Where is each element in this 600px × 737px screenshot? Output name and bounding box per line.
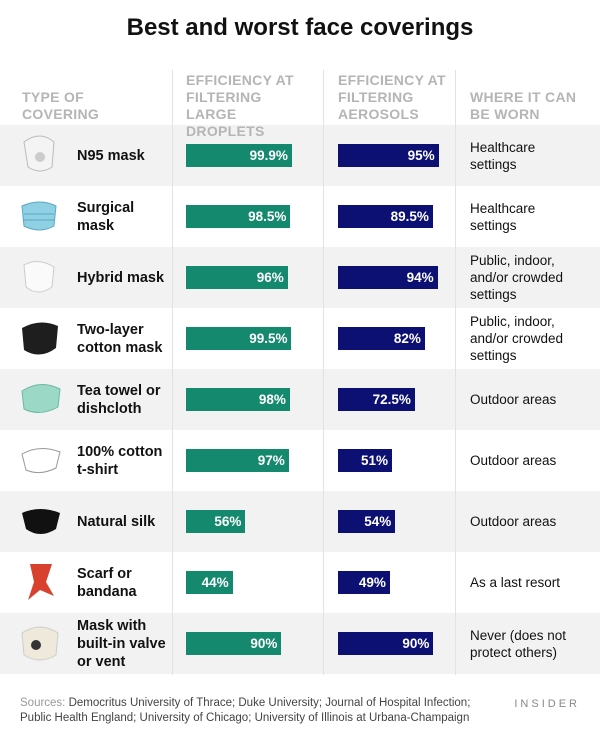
row-background bbox=[0, 247, 600, 308]
covering-name: N95 mask bbox=[77, 147, 145, 164]
bar: 97% bbox=[186, 449, 289, 472]
icon-n95 bbox=[23, 135, 55, 172]
brand: INSIDER bbox=[514, 698, 580, 710]
row-background bbox=[0, 369, 600, 430]
row-background bbox=[0, 430, 600, 491]
value-label: 98% bbox=[258, 392, 286, 407]
bar: 98.5% bbox=[186, 205, 291, 228]
bar: 95% bbox=[338, 144, 439, 167]
bar: 99.9% bbox=[186, 144, 292, 167]
bar: 94% bbox=[338, 266, 438, 289]
value-label: 97% bbox=[257, 453, 285, 468]
bar: 72.5% bbox=[338, 388, 415, 411]
row-background bbox=[0, 125, 600, 186]
covering-name: Two-layer cotton mask bbox=[77, 321, 163, 356]
where-worn: As a last resort bbox=[470, 575, 561, 590]
icon-tshirt bbox=[21, 448, 61, 474]
column-header: EFFICIENCY AT FILTERING AEROSOLS bbox=[338, 72, 446, 122]
sources-text: Democritus University of Thrace; Duke Un… bbox=[20, 697, 471, 724]
column-header: EFFICIENCY AT FILTERING LARGE DROPLETS bbox=[186, 72, 294, 139]
bar: 98% bbox=[186, 388, 290, 411]
divider bbox=[172, 70, 173, 675]
column-header: WHERE IT CAN BE WORN bbox=[470, 89, 577, 122]
icon-surgical bbox=[21, 201, 57, 231]
value-label: 99.5% bbox=[249, 331, 288, 346]
bar: 89.5% bbox=[338, 205, 433, 228]
where-worn: Outdoor areas bbox=[470, 453, 557, 468]
value-label: 96% bbox=[256, 270, 284, 285]
icons bbox=[21, 135, 61, 661]
divider bbox=[323, 70, 324, 675]
value-label: 56% bbox=[214, 514, 242, 529]
value-label: 72.5% bbox=[372, 392, 411, 407]
sources-label: Sources: bbox=[20, 697, 66, 709]
where-worn: Public, indoor, and/or crowded settings bbox=[470, 253, 564, 302]
value-label: 95% bbox=[407, 148, 435, 163]
row-background bbox=[0, 491, 600, 552]
value-label: 54% bbox=[364, 514, 392, 529]
bar: 82% bbox=[338, 327, 425, 350]
row-background bbox=[0, 186, 600, 247]
covering-name: Mask with built-in valve or vent bbox=[77, 617, 166, 670]
where-worn: Never (does not protect others) bbox=[470, 627, 567, 660]
value-label: 94% bbox=[406, 270, 434, 285]
value-label: 89.5% bbox=[390, 209, 429, 224]
where-worn: Public, indoor, and/or crowded settings bbox=[470, 314, 564, 363]
where-worn: Outdoor areas bbox=[470, 514, 557, 529]
bar: 90% bbox=[186, 632, 282, 655]
covering-name: Natural silk bbox=[77, 513, 156, 530]
bar: 56% bbox=[186, 510, 246, 533]
row-background bbox=[0, 552, 600, 613]
value-label: 44% bbox=[201, 575, 229, 590]
where-worn: Healthcare settings bbox=[470, 200, 536, 233]
covering-name: 100% cotton t-shirt bbox=[77, 443, 163, 478]
covering-name: Scarf or bandana bbox=[77, 565, 137, 600]
value-label: 90% bbox=[250, 636, 278, 651]
covering-name: Tea towel or dishcloth bbox=[77, 382, 161, 417]
icon-valve bbox=[21, 626, 59, 661]
title: Best and worst face coverings bbox=[126, 14, 474, 41]
row-background bbox=[0, 308, 600, 369]
column-header: TYPE OF COVERING bbox=[22, 89, 100, 122]
icon-silk bbox=[22, 509, 60, 534]
where-worn: Healthcare settings bbox=[470, 139, 536, 172]
bar: 54% bbox=[338, 510, 396, 533]
value-label: 99.9% bbox=[249, 148, 288, 163]
bar: 44% bbox=[186, 571, 233, 594]
divider bbox=[455, 70, 456, 675]
bar: 96% bbox=[186, 266, 288, 289]
covering-name: Hybrid mask bbox=[77, 269, 165, 286]
sources: Sources: Democritus University of Thrace… bbox=[20, 696, 490, 726]
covering-name: Surgical mask bbox=[77, 199, 135, 234]
value-label: 90% bbox=[402, 636, 430, 651]
value-label: 82% bbox=[393, 331, 421, 346]
bar: 49% bbox=[338, 571, 390, 594]
value-label: 49% bbox=[358, 575, 386, 590]
icon-towel bbox=[21, 384, 61, 413]
icon-hybrid bbox=[23, 261, 55, 293]
bar: 99.5% bbox=[186, 327, 292, 350]
bar: 90% bbox=[338, 632, 434, 655]
icon-bandana bbox=[28, 564, 54, 600]
value-label: 98.5% bbox=[248, 209, 287, 224]
row-background bbox=[0, 613, 600, 674]
bar: 51% bbox=[338, 449, 393, 472]
value-label: 51% bbox=[361, 453, 389, 468]
icon-cotton bbox=[22, 322, 58, 355]
where-worn: Outdoor areas bbox=[470, 392, 557, 407]
